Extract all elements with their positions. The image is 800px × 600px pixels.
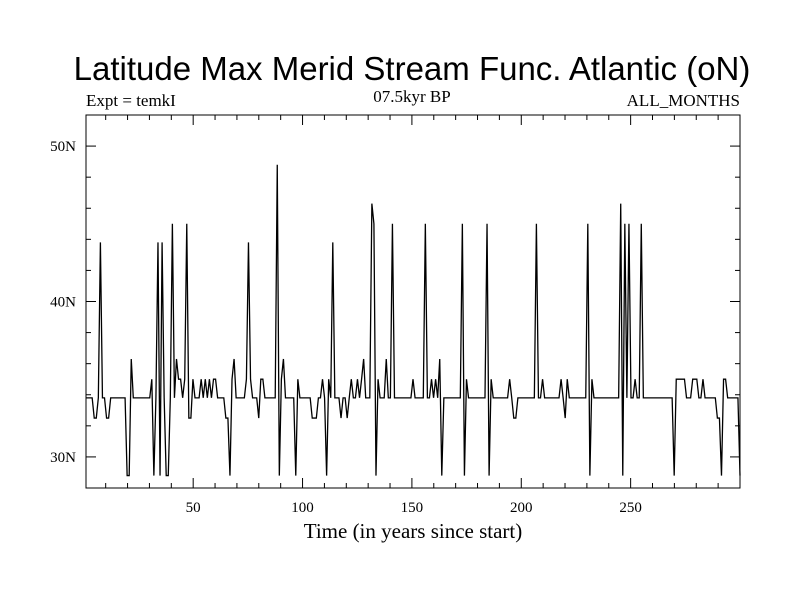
- y-axis: 30N 40N 50N: [50, 139, 740, 466]
- x-tick-label: 100: [291, 500, 314, 516]
- x-tick-label: 200: [510, 500, 533, 516]
- subtitle-months: ALL_MONTHS: [627, 91, 740, 110]
- chart-title: Latitude Max Merid Stream Func. Atlantic…: [74, 50, 751, 87]
- y-tick-label: 40N: [50, 295, 76, 311]
- x-tick-label: 250: [619, 500, 642, 516]
- series-line: [86, 164, 741, 477]
- subtitle-experiment: Expt = temkI: [86, 91, 176, 110]
- x-axis: 50 100 150 200 250: [105, 115, 719, 516]
- subtitle-period: 07.5kyr BP: [373, 87, 450, 106]
- y-tick-label: 30N: [50, 450, 76, 466]
- x-tick-label: 150: [401, 500, 424, 516]
- x-axis-label: Time (in years since start): [304, 519, 523, 543]
- x-tick-label: 50: [186, 500, 201, 516]
- y-tick-label: 50N: [50, 139, 76, 155]
